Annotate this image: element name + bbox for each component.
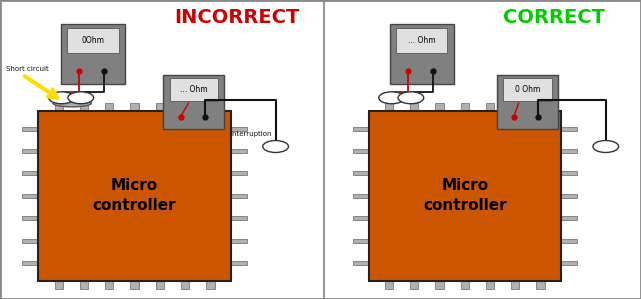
Bar — [231, 261, 247, 265]
Bar — [231, 216, 247, 220]
Bar — [390, 24, 454, 84]
Bar — [353, 261, 369, 265]
Circle shape — [593, 141, 619, 152]
Bar — [324, 0, 641, 299]
Bar — [67, 28, 119, 53]
Bar — [410, 281, 419, 289]
Text: Interruption: Interruption — [231, 131, 272, 137]
Bar — [231, 127, 247, 131]
Circle shape — [379, 92, 404, 104]
Text: ... Ohm: ... Ohm — [180, 85, 208, 94]
Bar — [156, 281, 164, 289]
Bar — [22, 216, 38, 220]
Bar — [181, 103, 189, 111]
Bar — [511, 103, 519, 111]
Bar — [206, 281, 215, 289]
Bar — [561, 239, 577, 243]
Bar — [231, 172, 247, 175]
Bar — [385, 103, 393, 111]
Bar — [511, 281, 519, 289]
Bar — [353, 127, 369, 131]
Text: INCORRECT: INCORRECT — [174, 8, 300, 28]
Bar — [561, 261, 577, 265]
Bar — [80, 103, 88, 111]
Bar — [0, 0, 324, 299]
Bar — [561, 216, 577, 220]
Bar — [503, 78, 551, 100]
Bar — [22, 261, 38, 265]
Circle shape — [263, 141, 288, 152]
Text: 0Ohm: 0Ohm — [81, 36, 104, 45]
Text: Short circuit: Short circuit — [6, 66, 49, 72]
Bar — [105, 281, 113, 289]
Bar — [561, 149, 577, 153]
Bar — [231, 239, 247, 243]
Bar — [131, 103, 138, 111]
Circle shape — [68, 92, 94, 104]
Bar — [385, 281, 393, 289]
Bar — [461, 281, 469, 289]
Circle shape — [49, 92, 74, 104]
Ellipse shape — [53, 99, 92, 107]
Text: ... Ohm: ... Ohm — [408, 36, 436, 45]
Bar — [105, 103, 113, 111]
Bar — [486, 281, 494, 289]
Bar — [206, 103, 215, 111]
Bar — [369, 111, 561, 281]
Bar — [22, 127, 38, 131]
Bar — [80, 281, 88, 289]
Bar — [410, 103, 419, 111]
Bar — [461, 103, 469, 111]
Bar — [54, 281, 63, 289]
Bar — [22, 149, 38, 153]
Bar — [163, 75, 224, 129]
Bar — [435, 281, 444, 289]
Bar — [537, 103, 545, 111]
Bar — [156, 103, 164, 111]
Bar — [353, 239, 369, 243]
Text: Micro
controller: Micro controller — [423, 179, 506, 213]
Bar — [61, 24, 125, 84]
Bar — [22, 172, 38, 175]
Bar — [131, 281, 138, 289]
Bar — [38, 111, 231, 281]
Circle shape — [398, 92, 424, 104]
Text: CORRECT: CORRECT — [503, 8, 606, 28]
Bar — [537, 281, 545, 289]
Bar — [353, 172, 369, 175]
Text: 0 Ohm: 0 Ohm — [515, 85, 540, 94]
Bar — [353, 216, 369, 220]
Bar — [435, 103, 444, 111]
Bar — [497, 75, 558, 129]
Bar — [22, 239, 38, 243]
Bar — [561, 194, 577, 198]
Bar — [54, 103, 63, 111]
Bar — [486, 103, 494, 111]
Bar — [561, 172, 577, 175]
Bar — [561, 127, 577, 131]
Bar — [231, 194, 247, 198]
Bar — [181, 281, 189, 289]
Bar — [169, 78, 218, 100]
Bar — [353, 149, 369, 153]
Bar — [353, 194, 369, 198]
Text: Micro
controller: Micro controller — [93, 179, 176, 213]
Bar — [396, 28, 447, 53]
Bar — [22, 194, 38, 198]
Bar — [231, 149, 247, 153]
